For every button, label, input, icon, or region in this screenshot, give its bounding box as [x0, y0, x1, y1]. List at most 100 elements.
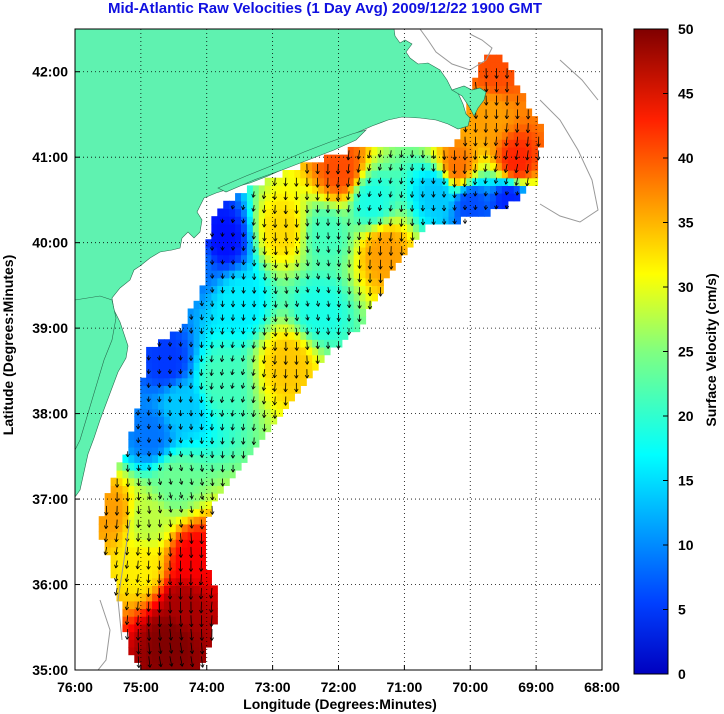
velocity-vector-head	[220, 426, 225, 431]
velocity-vector-head	[178, 494, 184, 499]
velocity-cell	[152, 393, 159, 402]
velocity-cell	[495, 70, 503, 79]
velocity-cell	[110, 508, 118, 517]
velocity-vector-head	[188, 596, 193, 600]
velocity-vector-head	[326, 276, 331, 280]
velocity-cell	[122, 485, 129, 494]
velocity-vector-head	[357, 251, 362, 255]
velocity-cell	[181, 585, 189, 594]
velocity-vector-head	[230, 330, 235, 335]
velocity-cell	[329, 239, 337, 248]
velocity-vector-head	[335, 197, 341, 202]
velocity-cell	[365, 246, 373, 256]
velocity-cell	[312, 354, 319, 363]
velocity-vector-head	[209, 426, 215, 431]
velocity-cell	[484, 54, 491, 63]
velocity-cell	[241, 331, 248, 340]
velocity-vector	[527, 136, 529, 147]
velocity-cell	[501, 131, 509, 140]
velocity-vector-head	[294, 361, 299, 365]
velocity-vector-head	[399, 238, 404, 242]
velocity-vector-head	[347, 264, 352, 268]
velocity-cell	[389, 208, 396, 217]
velocity-cell	[264, 208, 272, 217]
velocity-cell	[276, 331, 284, 340]
velocity-cell	[365, 208, 373, 217]
velocity-cell	[353, 308, 361, 317]
velocity-vector-head	[251, 194, 256, 198]
velocity-cell	[335, 339, 343, 348]
velocity-cell	[377, 239, 384, 248]
velocity-cell	[169, 623, 177, 633]
velocity-cell	[318, 162, 325, 171]
velocity-cell	[181, 546, 189, 556]
velocity-vector-head	[262, 277, 268, 281]
velocity-cell	[371, 285, 378, 294]
velocity-vector	[379, 191, 382, 197]
velocity-vector-head	[431, 207, 436, 212]
velocity-cell	[235, 246, 242, 256]
velocity-cell	[294, 170, 301, 179]
velocity-vector	[252, 382, 255, 390]
velocity-vector-head	[114, 591, 119, 596]
velocity-vector-head	[220, 260, 225, 265]
velocity-cell	[211, 393, 218, 402]
velocity-cell	[329, 331, 337, 340]
velocity-cell	[252, 354, 260, 363]
velocity-vector-head	[251, 413, 256, 418]
velocity-cell	[217, 400, 224, 410]
velocity-cell	[175, 600, 183, 610]
velocity-vector	[347, 205, 350, 213]
velocity-cell	[383, 254, 390, 263]
velocity-cell	[495, 170, 503, 179]
velocity-vector	[231, 369, 234, 375]
velocity-cell	[264, 331, 272, 340]
velocity-cell	[193, 654, 201, 663]
velocity-vector-head	[135, 412, 141, 416]
velocity-cell	[158, 500, 165, 510]
velocity-cell	[241, 446, 248, 456]
velocity-cell	[478, 108, 485, 117]
velocity-vector	[516, 136, 519, 147]
velocity-vector-head	[219, 399, 225, 403]
velocity-cell	[163, 639, 171, 648]
velocity-cell	[264, 385, 272, 394]
velocity-cell	[140, 662, 147, 670]
velocity-vector-head	[326, 235, 331, 240]
velocity-cell	[140, 531, 147, 540]
velocity-cell	[128, 500, 135, 510]
velocity-cell	[193, 639, 201, 648]
velocity-cell	[193, 623, 201, 633]
velocity-vector-head	[220, 440, 225, 445]
velocity-cell	[507, 131, 515, 140]
velocity-cell	[288, 377, 295, 386]
velocity-vector	[201, 505, 203, 514]
velocity-cell	[187, 623, 195, 633]
velocity-vector-head	[209, 637, 215, 641]
velocity-cell	[199, 516, 207, 525]
velocity-cell	[306, 262, 313, 271]
velocity-vector-head	[230, 233, 236, 237]
velocity-cell	[158, 616, 165, 625]
velocity-vector-head	[504, 180, 509, 185]
velocity-cell	[300, 246, 307, 256]
velocity-cell	[205, 623, 212, 633]
velocity-cell	[158, 462, 165, 471]
velocity-cell	[401, 231, 408, 240]
velocity-cell	[217, 300, 224, 310]
velocity-cell	[193, 546, 201, 556]
velocity-vector-head	[431, 180, 436, 184]
velocity-vector	[190, 437, 192, 444]
velocity-cell	[282, 223, 290, 233]
velocity-cell	[169, 493, 177, 502]
velocity-cell	[122, 500, 129, 510]
velocity-cell	[270, 262, 278, 271]
velocity-cell	[205, 293, 212, 302]
velocity-cell	[163, 593, 171, 602]
velocity-cell	[229, 300, 236, 310]
velocity-vector-head	[399, 194, 404, 198]
velocity-cell	[181, 331, 189, 340]
velocity-vector-head	[135, 592, 140, 597]
velocity-cell	[359, 231, 367, 240]
velocity-cell	[140, 408, 147, 417]
